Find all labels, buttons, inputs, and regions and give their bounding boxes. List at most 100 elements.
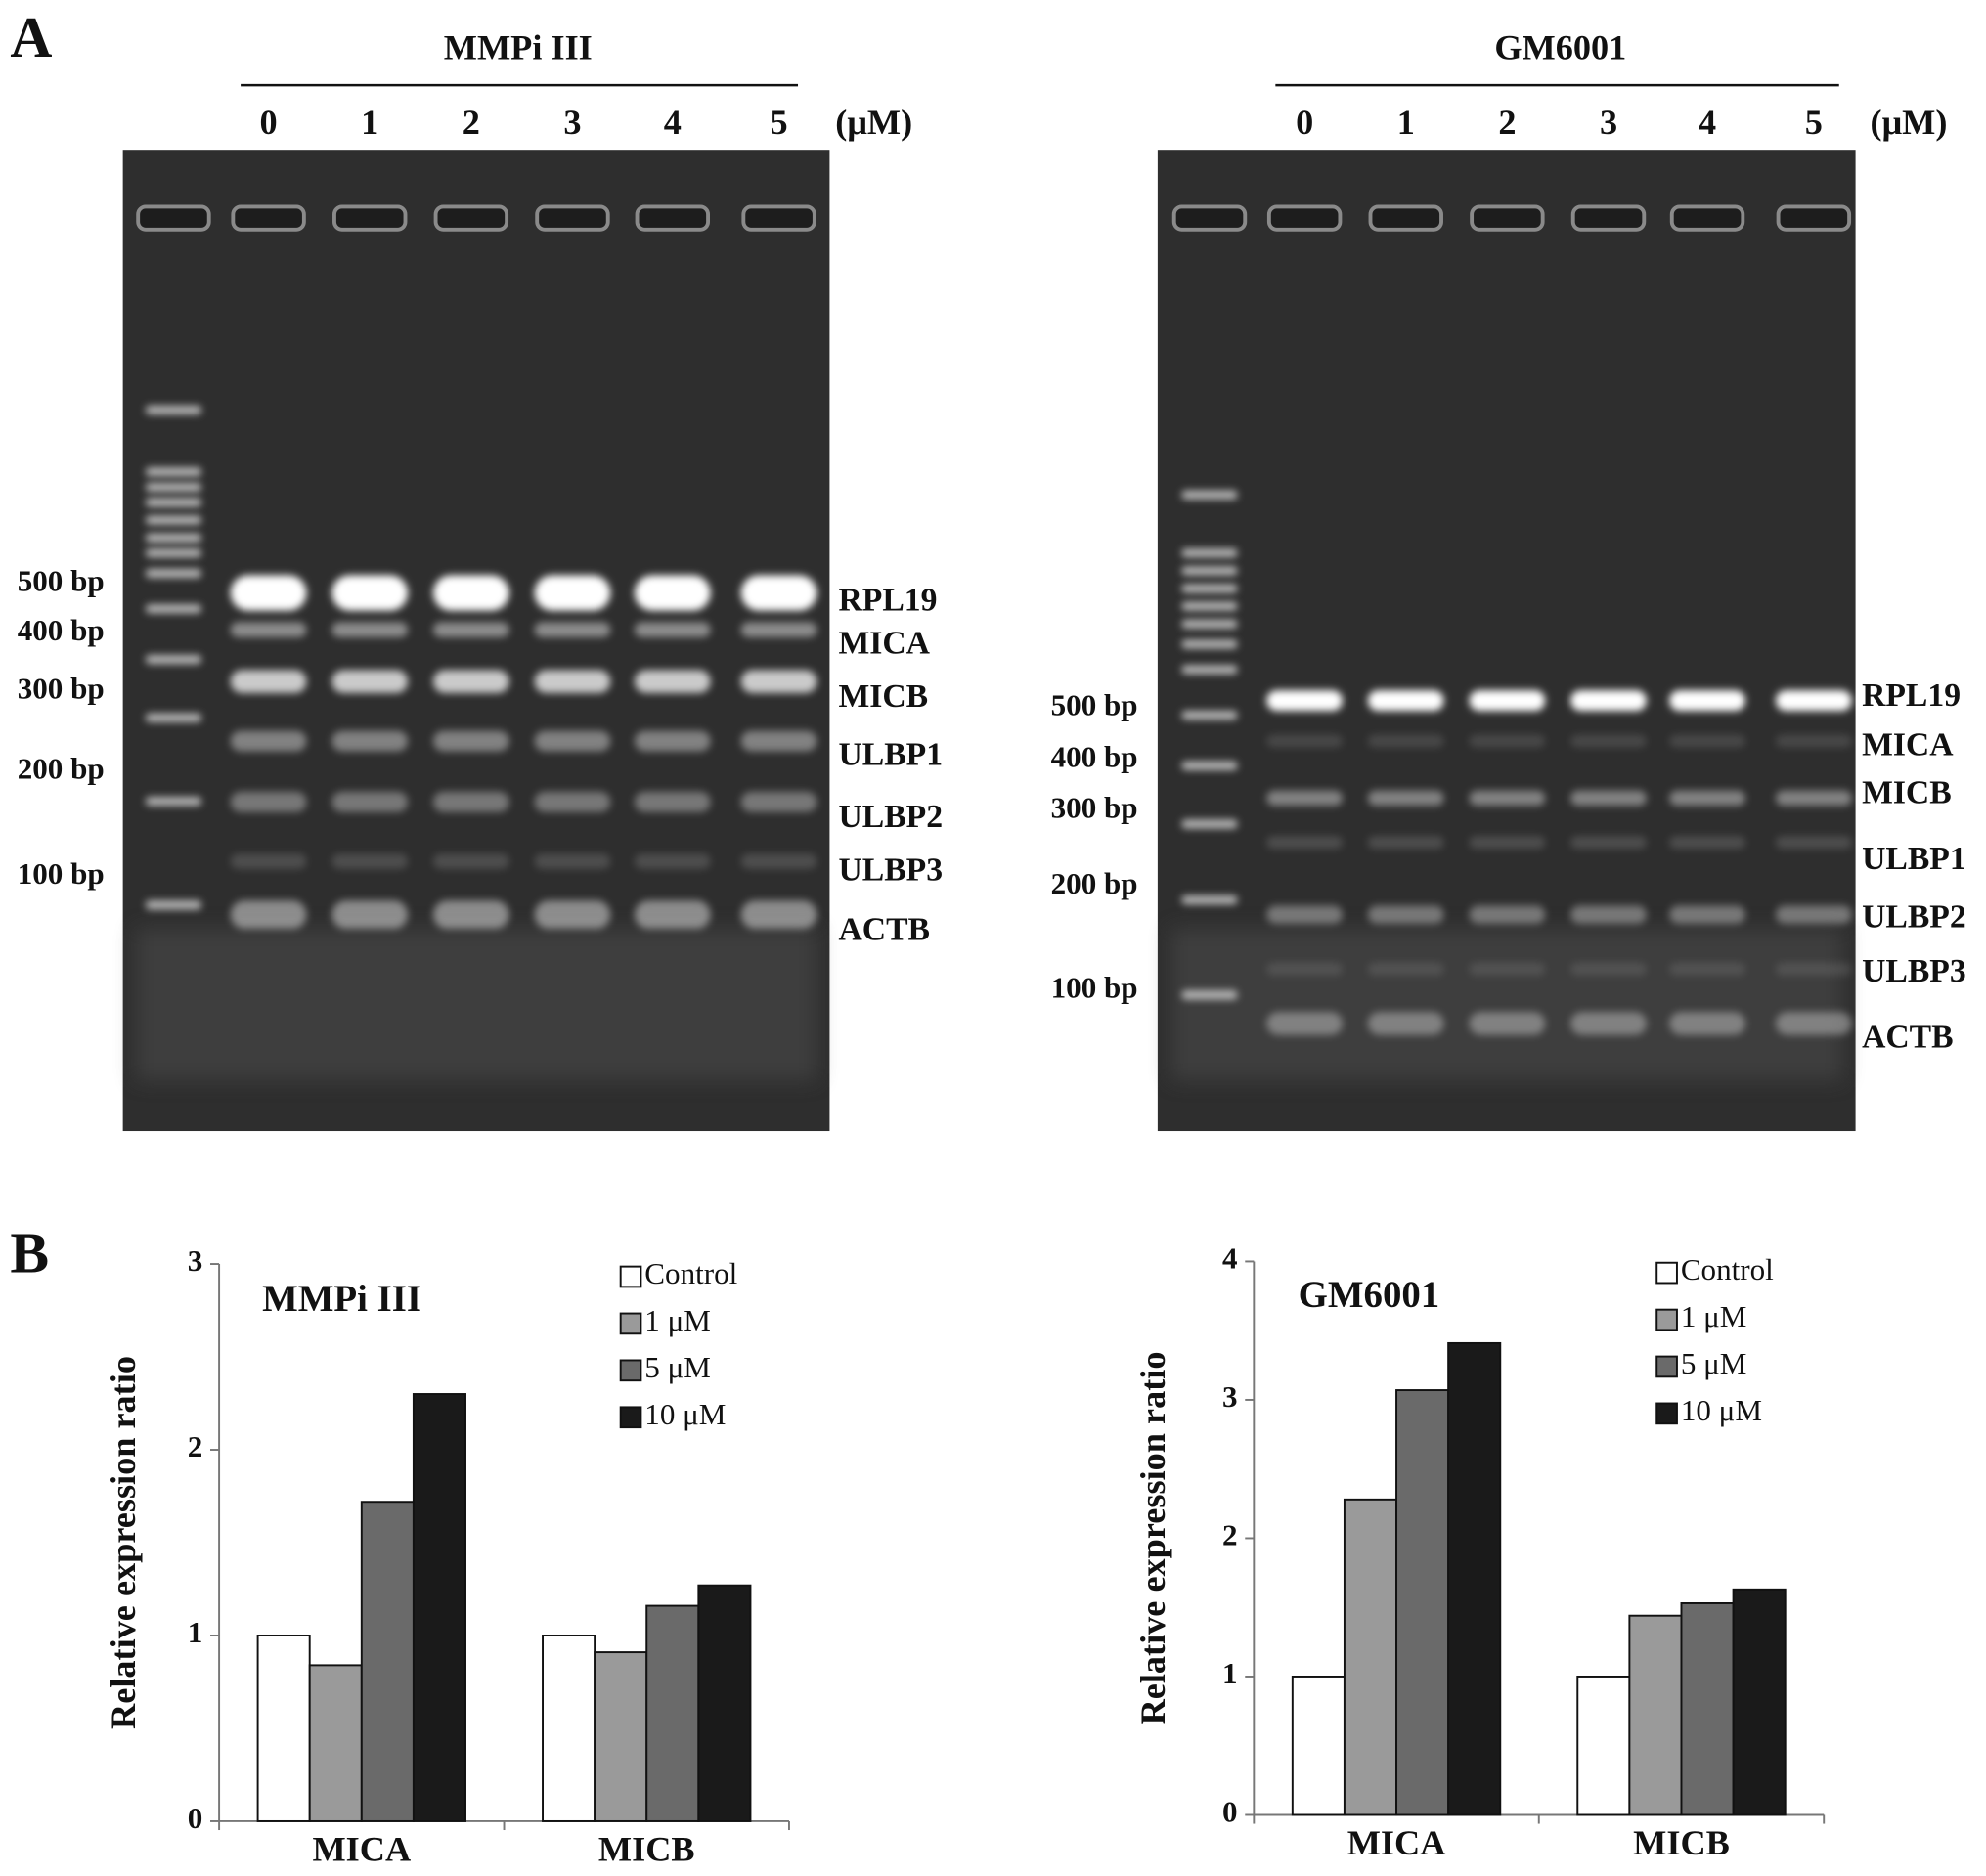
gel-band [1266, 836, 1343, 850]
gene-label: ACTB [838, 911, 930, 947]
ladder-band [1181, 990, 1238, 1000]
gel-band [432, 670, 509, 693]
gene-label: ULBP3 [1862, 953, 1966, 989]
legend-swatch [1655, 1402, 1678, 1425]
gene-label: MICB [1862, 775, 1952, 811]
gene-label: ULBP2 [838, 799, 943, 835]
gel-band [331, 853, 409, 869]
gel-well [332, 204, 408, 232]
gel-band [432, 575, 509, 611]
x-tick-label: MICA [1347, 1823, 1446, 1862]
bar [594, 1651, 648, 1822]
gel-band [1669, 734, 1745, 748]
gel-well [1470, 204, 1545, 232]
lane-label: 5 [1805, 103, 1823, 142]
lane-label: 3 [1600, 103, 1617, 142]
gel-band [1775, 1012, 1852, 1035]
legend-swatch [619, 1265, 642, 1288]
gel-well [535, 204, 610, 232]
gel-band [230, 575, 307, 611]
gel-well [1669, 204, 1745, 232]
gel-well [136, 204, 211, 232]
gel-band [331, 791, 409, 812]
gel-band [1570, 734, 1647, 748]
ladder-band [1181, 490, 1238, 500]
y-tick-label: 4 [1222, 1242, 1238, 1276]
lane-label: 5 [771, 103, 788, 142]
ladder-band [1181, 548, 1238, 558]
ladder-band [145, 900, 201, 910]
bar [308, 1664, 363, 1822]
lane-label: 0 [1296, 103, 1313, 142]
gel-well [1776, 204, 1852, 232]
lane-label: 4 [1699, 103, 1716, 142]
gel-band [1266, 962, 1343, 976]
gel-band [740, 791, 817, 812]
gel-band [1469, 734, 1546, 748]
bar [645, 1604, 700, 1822]
legend-label: 5 μM [1681, 1346, 1747, 1380]
bar [412, 1393, 466, 1822]
gel-well [1171, 204, 1248, 232]
gel-band [1367, 962, 1444, 976]
ladder-band [1181, 601, 1238, 611]
bar [1680, 1602, 1735, 1816]
gel-band [1775, 962, 1852, 976]
legend-label: Control [644, 1256, 737, 1290]
gel-band [1775, 734, 1852, 748]
y-tick-label: 1 [1222, 1656, 1238, 1690]
gel-band [1570, 1012, 1647, 1035]
panel-label: A [10, 5, 52, 69]
gene-label: MICA [1862, 726, 1954, 763]
unit-label: (μM) [835, 103, 912, 142]
ladder-band [1181, 584, 1238, 593]
chart-title: MMPi III [262, 1278, 421, 1320]
legend-swatch [1655, 1355, 1678, 1378]
ladder-band [145, 467, 201, 477]
gel-band [1775, 905, 1852, 924]
bar [256, 1635, 311, 1822]
size-marker: 100 bp [1051, 970, 1138, 1004]
gel-well [1368, 204, 1443, 232]
gel-band [1669, 962, 1745, 976]
gel-band [1669, 905, 1745, 924]
gel-band [740, 900, 817, 929]
gel-band [1469, 962, 1546, 976]
gel-band [634, 575, 711, 611]
gel-band [1775, 836, 1852, 850]
gene-label: ULBP1 [1862, 841, 1966, 877]
gel-band [230, 900, 307, 929]
gel-band [534, 670, 611, 693]
gel-band [634, 670, 711, 693]
gene-label: RPL19 [1862, 677, 1961, 714]
gel-band [1669, 690, 1745, 711]
ladder-band [145, 498, 201, 507]
ladder-band [145, 482, 201, 492]
gel-band [1570, 962, 1647, 976]
ladder-band [1181, 619, 1238, 629]
gene-label: MICA [838, 626, 930, 662]
lane-label: 3 [563, 103, 581, 142]
ladder-band [1181, 639, 1238, 649]
gel-band [1367, 734, 1444, 748]
gel-band [634, 622, 711, 637]
gel-band [740, 853, 817, 869]
gel-band [634, 791, 711, 812]
ladder-band [145, 533, 201, 543]
gel-band [634, 900, 711, 929]
y-tick-label: 1 [188, 1615, 203, 1649]
gel-band [230, 622, 307, 637]
legend-swatch [619, 1406, 642, 1429]
lane-label: 4 [664, 103, 682, 142]
gel-band [740, 622, 817, 637]
ladder-band [1181, 665, 1238, 675]
y-tick-label: 3 [1222, 1379, 1238, 1414]
gel-well [1570, 204, 1647, 232]
gel-band [331, 575, 409, 611]
bar [542, 1635, 596, 1822]
x-tick-label: MICA [312, 1830, 411, 1869]
lane-label: 1 [1397, 103, 1415, 142]
bar [1395, 1389, 1450, 1816]
gel-band [1570, 790, 1647, 807]
